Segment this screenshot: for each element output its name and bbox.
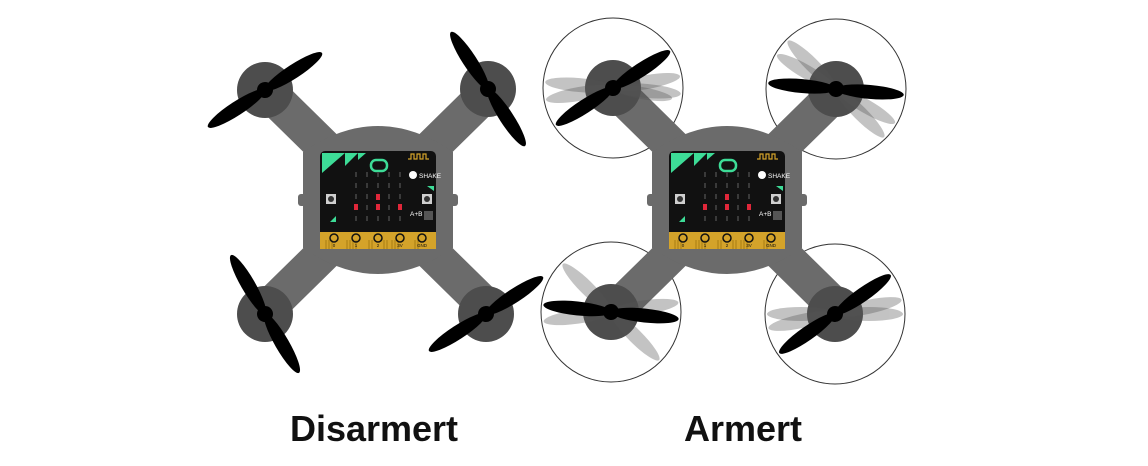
pin-label: GND <box>766 243 777 248</box>
led-lit <box>747 204 751 210</box>
pin-label: 2 <box>377 243 380 248</box>
ab-label: A+B <box>410 211 422 218</box>
edge-connector <box>669 232 785 249</box>
spinning-propeller <box>545 50 681 126</box>
propeller <box>428 276 544 352</box>
microbit-board: SHAKE A+B <box>320 151 442 249</box>
rotor-circle <box>540 241 682 383</box>
pin-label: 3V <box>746 243 752 248</box>
pin-label: GND <box>417 243 428 248</box>
led-lit <box>725 204 729 210</box>
pin-label: 3V <box>397 243 403 248</box>
drone-disarmed: SHAKE A+B <box>207 31 544 374</box>
propeller <box>207 52 323 128</box>
led-lit <box>725 194 729 200</box>
pin-label: 0 <box>682 243 685 248</box>
led-lit <box>703 204 707 210</box>
rotor-circle <box>765 18 907 160</box>
propeller <box>450 31 526 147</box>
rotor-circle <box>542 17 684 159</box>
propeller <box>229 254 301 374</box>
microbit-board: SHAKE A+B <box>669 151 791 249</box>
pin-label: 0 <box>333 243 336 248</box>
led-matrix <box>704 172 750 221</box>
drone-armed: SHAKE A+B <box>540 17 907 385</box>
led-matrix <box>355 172 401 221</box>
spinning-propeller <box>767 274 903 354</box>
spinning-propeller <box>768 40 904 138</box>
shake-label: SHAKE <box>419 173 442 180</box>
edge-connector <box>320 232 436 249</box>
led-lit <box>398 204 402 210</box>
shake-icon <box>758 171 766 179</box>
led-lit <box>376 194 380 200</box>
led-lit <box>376 204 380 210</box>
caption-disarmed: Disarmert <box>289 408 459 449</box>
pin-label: 1 <box>355 243 358 248</box>
pin-label: 1 <box>704 243 707 248</box>
caption-armed: Armert <box>683 408 803 449</box>
pin-label: 2 <box>726 243 729 248</box>
shake-label: SHAKE <box>768 173 791 180</box>
shake-icon <box>409 171 417 179</box>
rotor-circle <box>764 243 906 385</box>
ab-label: A+B <box>759 211 771 218</box>
spinning-propeller <box>543 263 679 361</box>
led-lit <box>354 204 358 210</box>
